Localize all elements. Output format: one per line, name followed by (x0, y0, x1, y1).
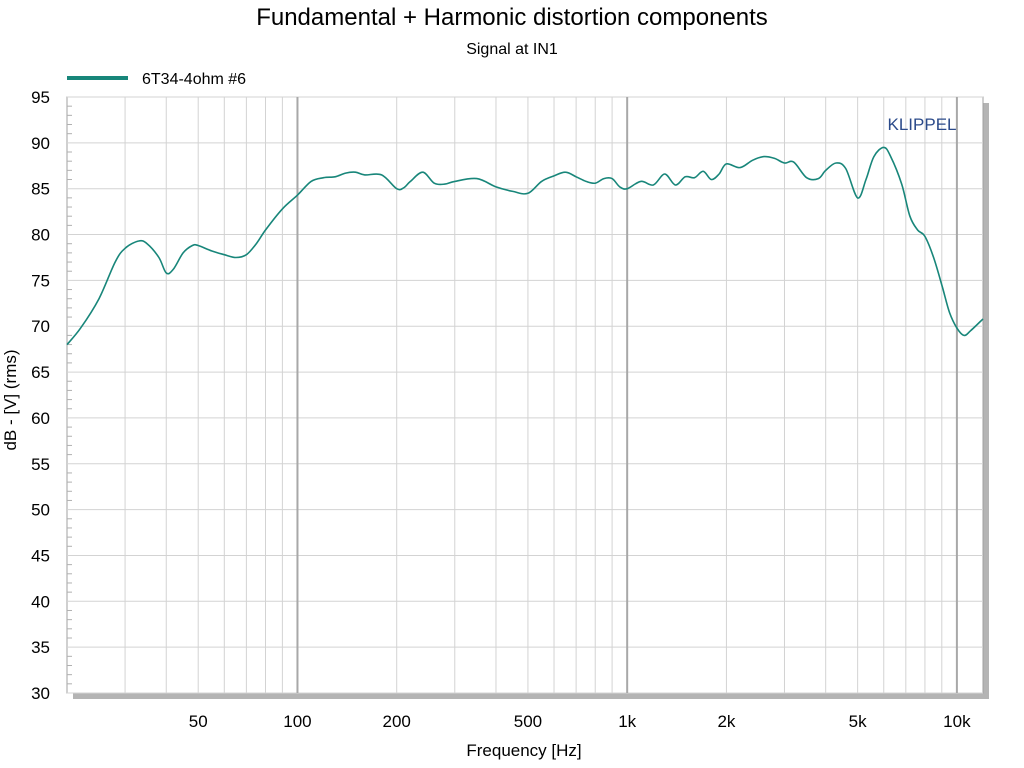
y-tick-label: 45 (31, 546, 50, 565)
x-tick-label: 200 (383, 712, 411, 731)
grid (67, 96, 983, 694)
chart-subtitle: Signal at IN1 (466, 41, 558, 58)
y-tick-label: 70 (31, 317, 50, 336)
chart-title: Fundamental + Harmonic distortion compon… (256, 4, 768, 31)
y-tick-label: 75 (31, 271, 50, 290)
y-tick-label: 55 (31, 455, 50, 474)
y-tick-label: 60 (31, 409, 50, 428)
y-tick-label: 90 (31, 134, 50, 153)
y-tick-labels: 30 35 40 45 50 55 60 65 70 75 80 85 90 95 (31, 88, 50, 703)
x-tick-label: 500 (514, 712, 542, 731)
y-tick-label: 80 (31, 226, 50, 245)
y-tick-label: 40 (31, 592, 50, 611)
y-tick-label: 95 (31, 88, 50, 107)
x-axis-label: Frequency [Hz] (466, 741, 581, 760)
x-tick-labels: 50 100 200 500 1k 2k 5k 10k (189, 712, 971, 731)
x-tick-label: 100 (283, 712, 311, 731)
y-axis-label: dB - [V] (rms) (1, 349, 20, 450)
x-tick-label: 1k (618, 712, 636, 731)
watermark: KLIPPEL (888, 115, 957, 134)
y-tick-label: 30 (31, 684, 50, 703)
x-tick-label: 50 (189, 712, 208, 731)
y-tick-label: 35 (31, 638, 50, 657)
y-tick-label: 85 (31, 180, 50, 199)
series-line (66, 146, 984, 346)
plot-area (66, 96, 984, 694)
legend-label: 6T34-4ohm #6 (142, 71, 246, 88)
legend: 6T34-4ohm #6 (67, 71, 246, 88)
y-tick-label: 65 (31, 363, 50, 382)
x-tick-label: 10k (943, 712, 971, 731)
series-group (66, 146, 984, 346)
x-tick-label: 2k (717, 712, 735, 731)
x-tick-label: 5k (849, 712, 867, 731)
y-tick-label: 50 (31, 501, 50, 520)
